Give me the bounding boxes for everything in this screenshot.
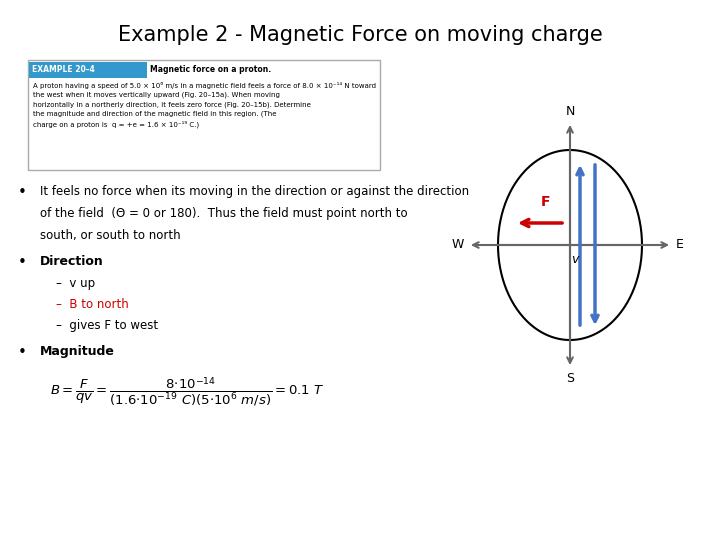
Text: –  B to north: – B to north xyxy=(56,298,129,311)
Text: F: F xyxy=(540,195,550,209)
Text: A proton having a speed of 5.0 × 10⁶ m/s in a magnetic field feels a force of 8.: A proton having a speed of 5.0 × 10⁶ m/s… xyxy=(33,82,376,127)
Text: Magnetic force on a proton.: Magnetic force on a proton. xyxy=(150,65,271,75)
Text: –  v up: – v up xyxy=(56,277,95,290)
Text: W: W xyxy=(451,239,464,252)
Text: Example 2 - Magnetic Force on moving charge: Example 2 - Magnetic Force on moving cha… xyxy=(117,25,603,45)
Text: of the field  (Θ = 0 or 180).  Thus the field must point north to: of the field (Θ = 0 or 180). Thus the fi… xyxy=(40,207,408,220)
Text: Direction: Direction xyxy=(40,255,104,268)
Text: v: v xyxy=(571,253,579,266)
FancyBboxPatch shape xyxy=(29,62,147,78)
Text: N: N xyxy=(565,105,575,118)
Text: •: • xyxy=(18,255,27,270)
Text: EXAMPLE 20–4: EXAMPLE 20–4 xyxy=(32,65,95,75)
Text: •: • xyxy=(18,345,27,360)
Text: Magnitude: Magnitude xyxy=(40,345,115,358)
Text: $B = \dfrac{F}{qv} = \dfrac{8{\cdot}10^{-14}}{(1.6{\cdot}10^{-19}\ C)(5{\cdot}10: $B = \dfrac{F}{qv} = \dfrac{8{\cdot}10^{… xyxy=(50,375,325,408)
Text: –  gives F to west: – gives F to west xyxy=(56,319,158,332)
Text: S: S xyxy=(566,372,574,385)
FancyBboxPatch shape xyxy=(28,60,380,170)
Text: It feels no force when its moving in the direction or against the direction: It feels no force when its moving in the… xyxy=(40,185,469,198)
Text: south, or south to north: south, or south to north xyxy=(40,229,181,242)
Text: •: • xyxy=(18,185,27,200)
Text: E: E xyxy=(676,239,684,252)
